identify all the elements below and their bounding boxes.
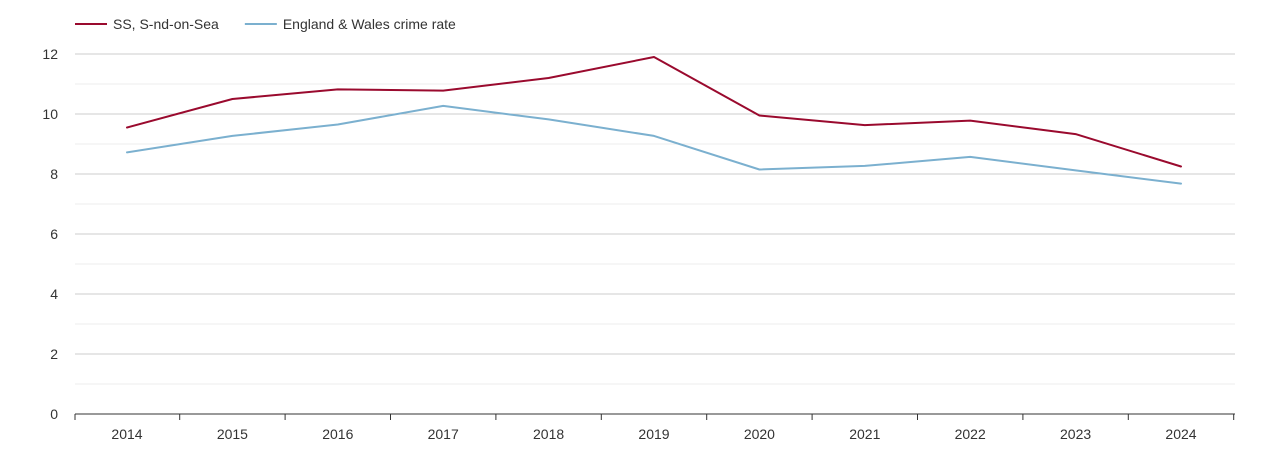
x-tick-label: 2015 [217,426,248,442]
y-tick-label: 10 [42,106,58,122]
x-tick-label: 2020 [744,426,775,442]
y-tick-label: 8 [50,166,58,182]
legend: SS, S-nd-on-Sea England & Wales crime rat… [75,16,456,32]
series-lines [126,56,1182,185]
series-line-1 [126,56,1182,168]
x-tick-label: 2024 [1165,426,1196,442]
x-tick-label: 2018 [533,426,564,442]
legend-label-1: SS, S-nd-on-Sea [113,16,219,32]
x-axis: 2014 2015 2016 2017 2018 2019 2020 2021 2022 2023… [74,413,1235,442]
x-tick-label: 2016 [322,426,353,442]
series-line-2 [126,104,1182,185]
y-tick-label: 6 [50,226,58,242]
x-tick-label: 2019 [638,426,669,442]
x-tick-label: 2017 [428,426,459,442]
y-tick-label: 0 [50,406,58,422]
y-tick-label: 2 [50,346,58,362]
x-tick-label: 2023 [1060,426,1091,442]
x-tick-label: 2014 [111,426,142,442]
y-tick-label: 4 [50,286,58,302]
x-tick-label: 2021 [849,426,880,442]
x-tick-label: 2022 [955,426,986,442]
y-axis: 0 2 4 6 8 10 12 [42,46,58,422]
y-tick-label: 12 [42,46,58,62]
gridlines [75,53,1235,385]
legend-label-2: England & Wales crime rate [283,16,456,32]
